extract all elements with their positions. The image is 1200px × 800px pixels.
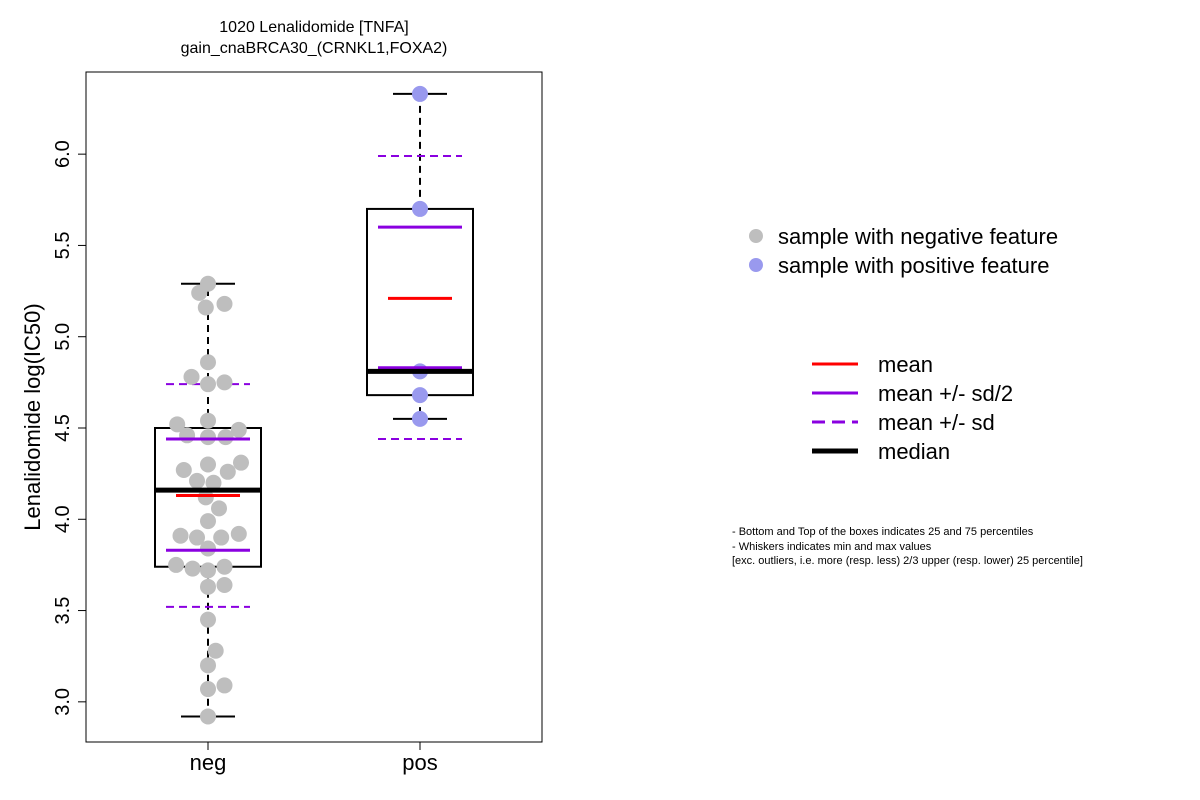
neg-point (207, 642, 224, 659)
legend-pos-marker (749, 258, 763, 272)
neg-point (200, 412, 216, 429)
neg-point (205, 474, 222, 491)
neg-point (175, 461, 192, 478)
pos-point (412, 200, 428, 217)
pos-point (412, 387, 428, 404)
neg-point (230, 421, 247, 438)
neg-point (179, 427, 196, 444)
neg-point (200, 657, 216, 674)
neg-point (211, 500, 227, 517)
neg-point (200, 681, 216, 698)
legend-mean-line (812, 362, 858, 366)
neg-point (200, 562, 216, 579)
legend-item-sd: mean +/- sd (810, 408, 1013, 437)
neg-point (200, 456, 216, 473)
chart-title-line2: gain_cnaBRCA30_(CRNKL1,FOXA2) (180, 40, 448, 57)
lines-legend: mean mean +/- sd/2 mean +/- sd median (810, 350, 1013, 466)
legend-sd-label: mean +/- sd (878, 410, 995, 435)
legend-item-mean: mean (810, 350, 1013, 379)
legend-half-sd-label: mean +/- sd/2 (878, 381, 1014, 406)
legend-item-negative: sample with negative feature (748, 222, 1058, 251)
neg-point (197, 489, 214, 506)
pos-point (412, 85, 428, 102)
neg-point (168, 556, 185, 573)
neg-point (217, 429, 234, 446)
neg-point (230, 525, 247, 542)
y-tick-label: 4.5 (52, 414, 74, 442)
note-line-2: - Whiskers indicates min and max values (732, 540, 932, 553)
x-tick-label-neg: neg (190, 750, 227, 775)
neg-point (219, 463, 236, 480)
legend-item-positive: sample with positive feature (748, 251, 1058, 280)
neg-point (200, 354, 216, 371)
neg-point (200, 708, 216, 725)
x-tick-label-pos: pos (402, 750, 437, 775)
neg-point (216, 576, 233, 593)
legend-neg-marker (749, 229, 763, 243)
neg-point (200, 540, 216, 557)
notes-block: - Bottom and Top of the boxes indicates … (732, 525, 1083, 569)
neg-point (183, 368, 200, 385)
neg-point (233, 454, 249, 471)
chart-title-line1: 1020 Lenalidomide [TNFA] (219, 19, 409, 36)
note-line-3: [exc. outliers, i.e. more (resp. less) 2… (732, 555, 1083, 567)
neg-point (200, 513, 216, 530)
neg-point (216, 558, 233, 575)
neg-point (197, 299, 214, 316)
points-legend: sample with negative feature sample with… (748, 222, 1058, 280)
neg-point (184, 560, 201, 577)
neg-point (216, 677, 233, 694)
y-axis-label: Lenalidomide log(IC50) (20, 303, 45, 530)
neg-point (191, 284, 208, 301)
y-tick-label: 3.0 (52, 688, 74, 716)
neg-point (213, 529, 230, 546)
legend-item-median: median (810, 437, 1013, 466)
legend-median-line (812, 448, 858, 454)
neg-point (216, 295, 233, 312)
y-tick-label: 3.5 (52, 597, 74, 625)
y-tick-label: 6.0 (52, 140, 74, 168)
y-tick-label: 5.5 (52, 232, 74, 260)
legend-sd-line (812, 420, 858, 424)
legend-neg-label: sample with negative feature (778, 224, 1059, 249)
legend-half-sd-line (812, 391, 858, 395)
note-line-1: - Bottom and Top of the boxes indicates … (732, 526, 1034, 538)
neg-point (189, 529, 205, 546)
legend-mean-label: mean (878, 352, 934, 377)
y-tick-label: 5.0 (52, 323, 74, 351)
legend-pos-label: sample with positive feature (778, 253, 1050, 278)
neg-point (200, 578, 216, 595)
neg-point (200, 611, 216, 628)
legend-median-label: median (878, 439, 951, 464)
legend-item-half-sd: mean +/- sd/2 (810, 379, 1013, 408)
neg-point (189, 472, 205, 489)
neg-point (200, 429, 216, 446)
neg-point (200, 376, 216, 393)
plot-frame (85, 71, 543, 743)
neg-point (169, 416, 186, 433)
pos-point (412, 410, 428, 427)
y-tick-label: 4.0 (52, 505, 74, 533)
neg-point (216, 374, 233, 391)
neg-point (172, 527, 189, 544)
plot-layer: 3.0 3.5 4.0 4.5 5.0 5.5 6.0 Lenalidomide log(IC… (20, 71, 543, 775)
